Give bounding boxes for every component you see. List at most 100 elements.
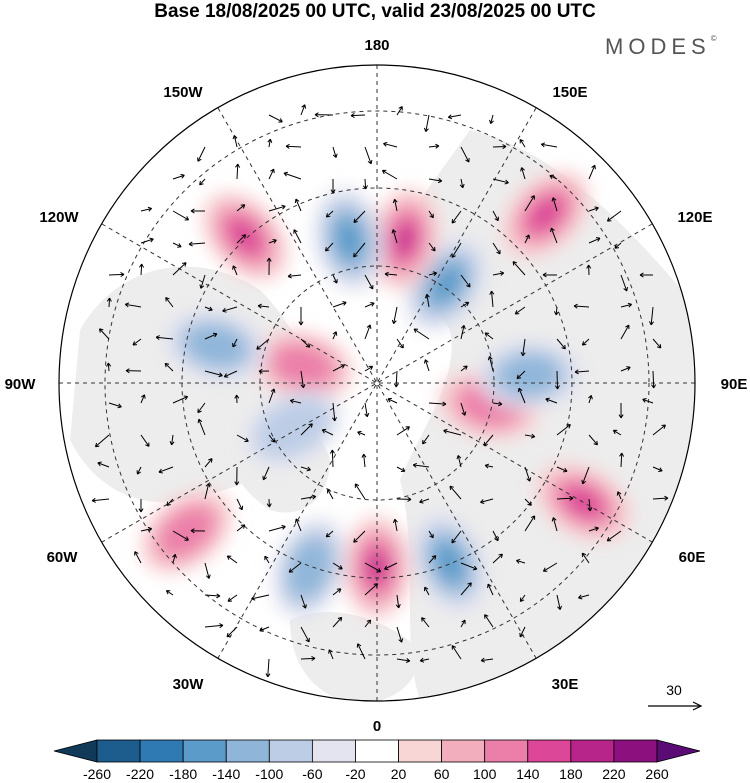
colorbar-tick-label: 260: [645, 766, 669, 782]
wind-vector: [300, 656, 316, 661]
wind-vector: [330, 178, 336, 194]
wind-vector: [300, 626, 310, 643]
wind-vector: [314, 112, 334, 118]
wind-vector: [172, 210, 190, 221]
colorbar-cell: [311, 739, 356, 763]
wind-vector: [492, 242, 501, 255]
lon-label-150w: 150W: [163, 84, 203, 101]
wind-vector: [106, 362, 112, 372]
wind-vector: [353, 242, 366, 258]
lon-label-30w: 30W: [173, 676, 205, 693]
lon-label-60w: 60W: [47, 549, 79, 566]
wind-vector: [588, 526, 599, 532]
lon-label-0: 0: [373, 718, 381, 735]
wind-vector: [364, 583, 379, 596]
wind-vector: [188, 241, 206, 247]
wind-vector: [256, 338, 270, 350]
wind-vector: [268, 168, 275, 180]
wind-vector: [227, 594, 238, 602]
anomaly-shading-level: [528, 196, 564, 232]
wind-vector: [588, 164, 596, 180]
positive-anomaly-centre: [370, 187, 440, 291]
wind-vector: [328, 649, 334, 660]
wind-vector: [199, 274, 206, 289]
colorbar-tick-label: -220: [126, 766, 154, 782]
negative-anomaly-centre: [314, 187, 384, 291]
wind-vector: [136, 466, 142, 475]
lon-label-90e: 90E: [721, 376, 748, 393]
wind-vector: [556, 338, 566, 350]
wind-vector: [98, 328, 110, 340]
wind-vector: [158, 466, 174, 474]
colorbar-tick-label: 20: [391, 766, 407, 782]
wind-vector: [353, 210, 366, 224]
wind-vector: [514, 306, 526, 315]
wind-vector: [492, 553, 503, 564]
wind-vector: [300, 494, 317, 500]
anomaly-shading-level: [370, 557, 384, 578]
wind-vector: [542, 562, 558, 572]
colorbar-cell: [570, 739, 615, 763]
wind-vector: [251, 594, 270, 601]
wind-vector: [164, 362, 174, 372]
wind-vector: [197, 146, 206, 162]
wind-vector: [396, 338, 404, 349]
wind-vector: [353, 530, 366, 543]
anomaly-shading-level: [335, 218, 364, 260]
wind-vector: [155, 335, 174, 341]
wind-vector: [620, 324, 630, 340]
wind-vector: [550, 227, 558, 244]
wind-vector: [332, 562, 343, 570]
wind-vector: [325, 530, 334, 538]
wind-vector: [424, 293, 430, 308]
wind-vector: [232, 265, 238, 276]
wind-vector: [204, 332, 218, 340]
wind-vector: [124, 302, 142, 308]
wind-vector: [197, 418, 206, 436]
colorbar-tick-label: 60: [434, 766, 450, 782]
wind-vector: [393, 370, 399, 388]
wind-vector: [428, 178, 443, 184]
wind-vector: [460, 274, 471, 288]
wind-vector: [362, 178, 368, 190]
wind-vector: [300, 594, 307, 609]
wind-vector: [108, 272, 125, 278]
wind-vector: [106, 297, 112, 308]
anomaly-shading-level: [287, 538, 332, 599]
wind-vector: [553, 306, 559, 316]
wind-vector: [588, 237, 601, 244]
anomaly-shading-level: [498, 354, 561, 396]
wind-vector: [449, 485, 462, 500]
wind-vector: [419, 657, 430, 663]
wind-vector: [556, 495, 574, 501]
wind-vector: [551, 517, 558, 532]
wind-vector: [125, 368, 142, 374]
wind-vector: [293, 229, 302, 244]
wind-vector: [361, 453, 367, 468]
wind-vector: [392, 518, 398, 532]
wind-vector: [487, 583, 494, 596]
wind-vector: [652, 338, 662, 349]
wind-vector: [451, 530, 462, 544]
wind-vector: [381, 169, 398, 180]
wind-vector: [172, 395, 189, 404]
wind-vector: [396, 658, 411, 663]
wind-vector: [332, 402, 337, 422]
wind-vector: [616, 491, 622, 500]
lon-label-120e: 120E: [677, 209, 712, 226]
wind-vector: [443, 428, 462, 436]
colorbar-tick-label: -100: [255, 766, 283, 782]
wind-vector: [285, 143, 302, 149]
colorbar-high-extension: [656, 739, 701, 763]
wind-vector: [460, 324, 466, 340]
wind-vector: [364, 562, 382, 573]
wind-vector: [132, 338, 142, 346]
wind-vector: [484, 614, 494, 628]
wind-vector: [620, 302, 633, 308]
wind-vector: [327, 488, 334, 500]
wind-vector: [428, 530, 434, 539]
wind-vector: [587, 498, 593, 512]
wind-vector: [204, 370, 223, 378]
wind-vector: [140, 526, 153, 532]
positive-anomaly-centre: [501, 170, 590, 259]
